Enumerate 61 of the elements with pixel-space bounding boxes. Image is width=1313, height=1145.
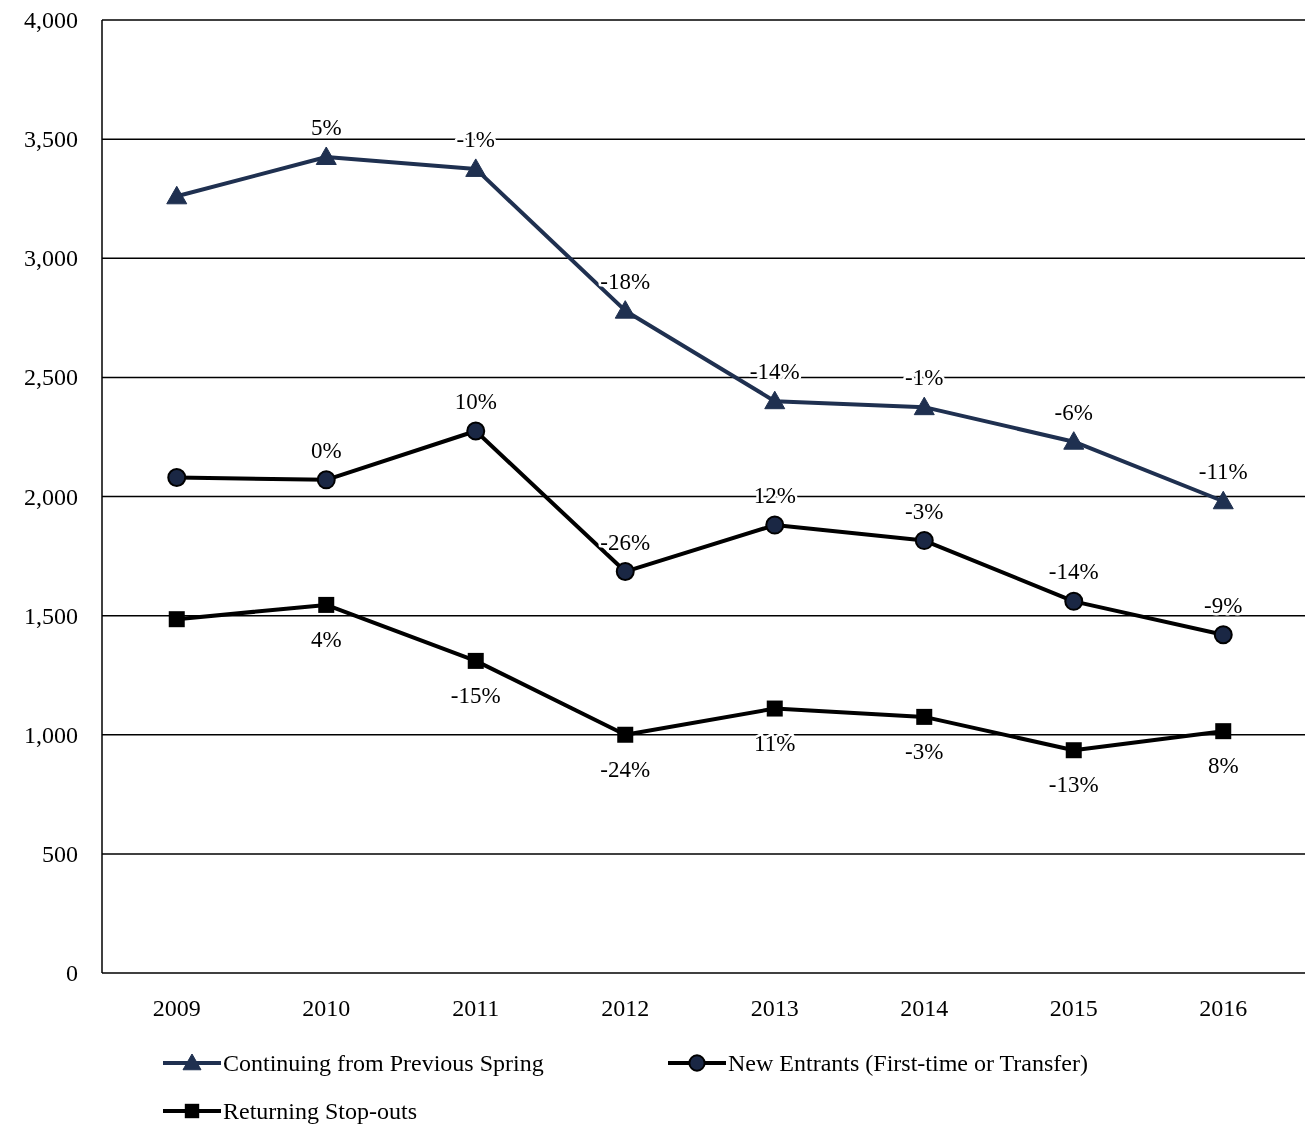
annotation: -18% <box>600 268 651 294</box>
x-tick-label: 2009 <box>152 995 201 1021</box>
point <box>615 562 635 582</box>
y-tick-label: 1,500 <box>24 602 78 629</box>
point <box>318 596 335 613</box>
x-tick-label: 2014 <box>900 995 949 1021</box>
annotation: -9% <box>1204 592 1243 618</box>
point <box>1213 625 1233 645</box>
point <box>315 146 337 165</box>
point <box>913 396 935 416</box>
x-tick-label: 2015 <box>1049 995 1098 1021</box>
annotation: 10% <box>454 388 497 414</box>
annotation: -3% <box>905 498 944 524</box>
point <box>1063 431 1085 450</box>
annotation: -26% <box>600 529 651 555</box>
annotation: 4% <box>310 626 342 652</box>
point <box>1065 742 1082 759</box>
x-tick-label: 2013 <box>750 995 799 1021</box>
point <box>1064 591 1084 611</box>
y-tick-label: 0 <box>66 960 78 986</box>
point <box>614 300 636 319</box>
annotation: -6% <box>1054 399 1093 425</box>
annotation: 11% <box>754 730 796 756</box>
annotation: -3% <box>905 738 944 764</box>
y-tick-label: 1,000 <box>24 721 78 748</box>
point <box>916 708 933 725</box>
point <box>466 421 486 441</box>
annotation: -13% <box>1048 772 1099 798</box>
point <box>166 185 188 205</box>
annotation: -15% <box>450 682 501 708</box>
annotation: -14% <box>1048 559 1099 585</box>
point <box>1215 723 1232 740</box>
point <box>766 700 783 717</box>
x-tick-label: 2010 <box>302 995 351 1021</box>
point <box>617 726 634 743</box>
legend-label: Returning Stop-outs <box>223 1098 418 1124</box>
point <box>467 652 484 669</box>
annotation: -24% <box>600 756 651 782</box>
point <box>167 467 187 487</box>
y-tick-label: 2,500 <box>24 364 78 391</box>
point <box>316 470 336 490</box>
point <box>168 611 185 628</box>
y-tick-label: 3,000 <box>24 245 78 272</box>
annotation: -11% <box>1198 459 1248 485</box>
annotation: 8% <box>1207 753 1239 779</box>
y-tick-label: 4,000 <box>24 7 78 33</box>
point <box>1212 490 1234 510</box>
x-tick-label: 2011 <box>452 995 500 1021</box>
legend-label: Continuing from Previous Spring <box>223 1050 544 1076</box>
annotation: 5% <box>310 114 342 140</box>
point <box>765 515 785 535</box>
y-tick-label: 500 <box>42 840 78 867</box>
x-tick-label: 2012 <box>601 995 650 1021</box>
y-tick-label: 2,000 <box>24 483 78 510</box>
point <box>914 531 934 551</box>
point <box>465 158 487 177</box>
legend-label: New Entrants (First-time or Transfer) <box>728 1050 1088 1076</box>
annotation: 0% <box>310 437 342 463</box>
x-tick-label: 2016 <box>1199 995 1248 1021</box>
y-tick-label: 3,500 <box>24 126 78 153</box>
point <box>764 390 786 410</box>
